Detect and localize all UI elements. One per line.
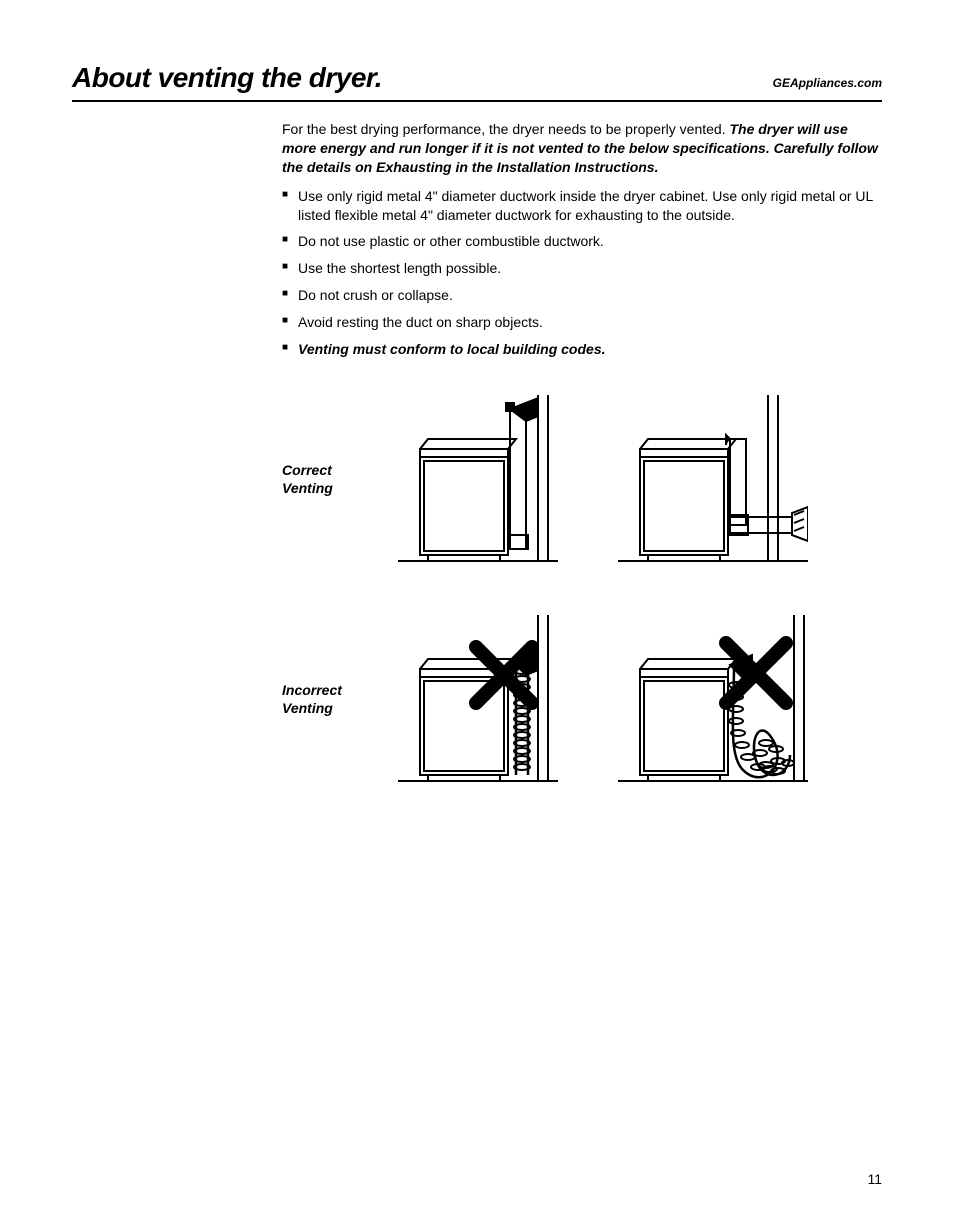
bullet-item: Use only rigid metal 4" diameter ductwor…	[282, 187, 882, 225]
incorrect-label: Incorrect Venting	[282, 682, 372, 717]
bullet-item: Avoid resting the duct on sharp objects.	[282, 313, 882, 332]
bullet-item: Do not crush or collapse.	[282, 286, 882, 305]
incorrect-diagram-2	[618, 615, 808, 785]
bullet-item: Do not use plastic or other combustible …	[282, 232, 882, 251]
page-number: 11	[867, 1171, 882, 1187]
correct-diagram-2	[618, 395, 808, 565]
correct-venting-row: Correct Venting	[282, 395, 882, 565]
bullet-item: Venting must conform to local building c…	[282, 340, 882, 359]
incorrect-diagram-1	[398, 615, 558, 785]
incorrect-venting-row: Incorrect Venting	[282, 615, 882, 785]
bullet-item: Use the shortest length possible.	[282, 259, 882, 278]
correct-diagram-1	[398, 395, 558, 565]
page-title: About venting the dryer.	[72, 62, 382, 94]
body-text: For the best drying performance, the dry…	[282, 120, 882, 359]
intro-paragraph: For the best drying performance, the dry…	[282, 120, 882, 177]
correct-label: Correct Venting	[282, 462, 372, 497]
intro-lead: For the best drying performance, the dry…	[282, 121, 729, 137]
bullet-list: Use only rigid metal 4" diameter ductwor…	[282, 187, 882, 359]
header: About venting the dryer. GEAppliances.co…	[72, 62, 882, 102]
site-link: GEAppliances.com	[773, 76, 882, 90]
incorrect-diagrams	[398, 615, 808, 785]
bullet-bold: Venting must conform to local building c…	[298, 341, 606, 357]
correct-diagrams	[398, 395, 808, 565]
